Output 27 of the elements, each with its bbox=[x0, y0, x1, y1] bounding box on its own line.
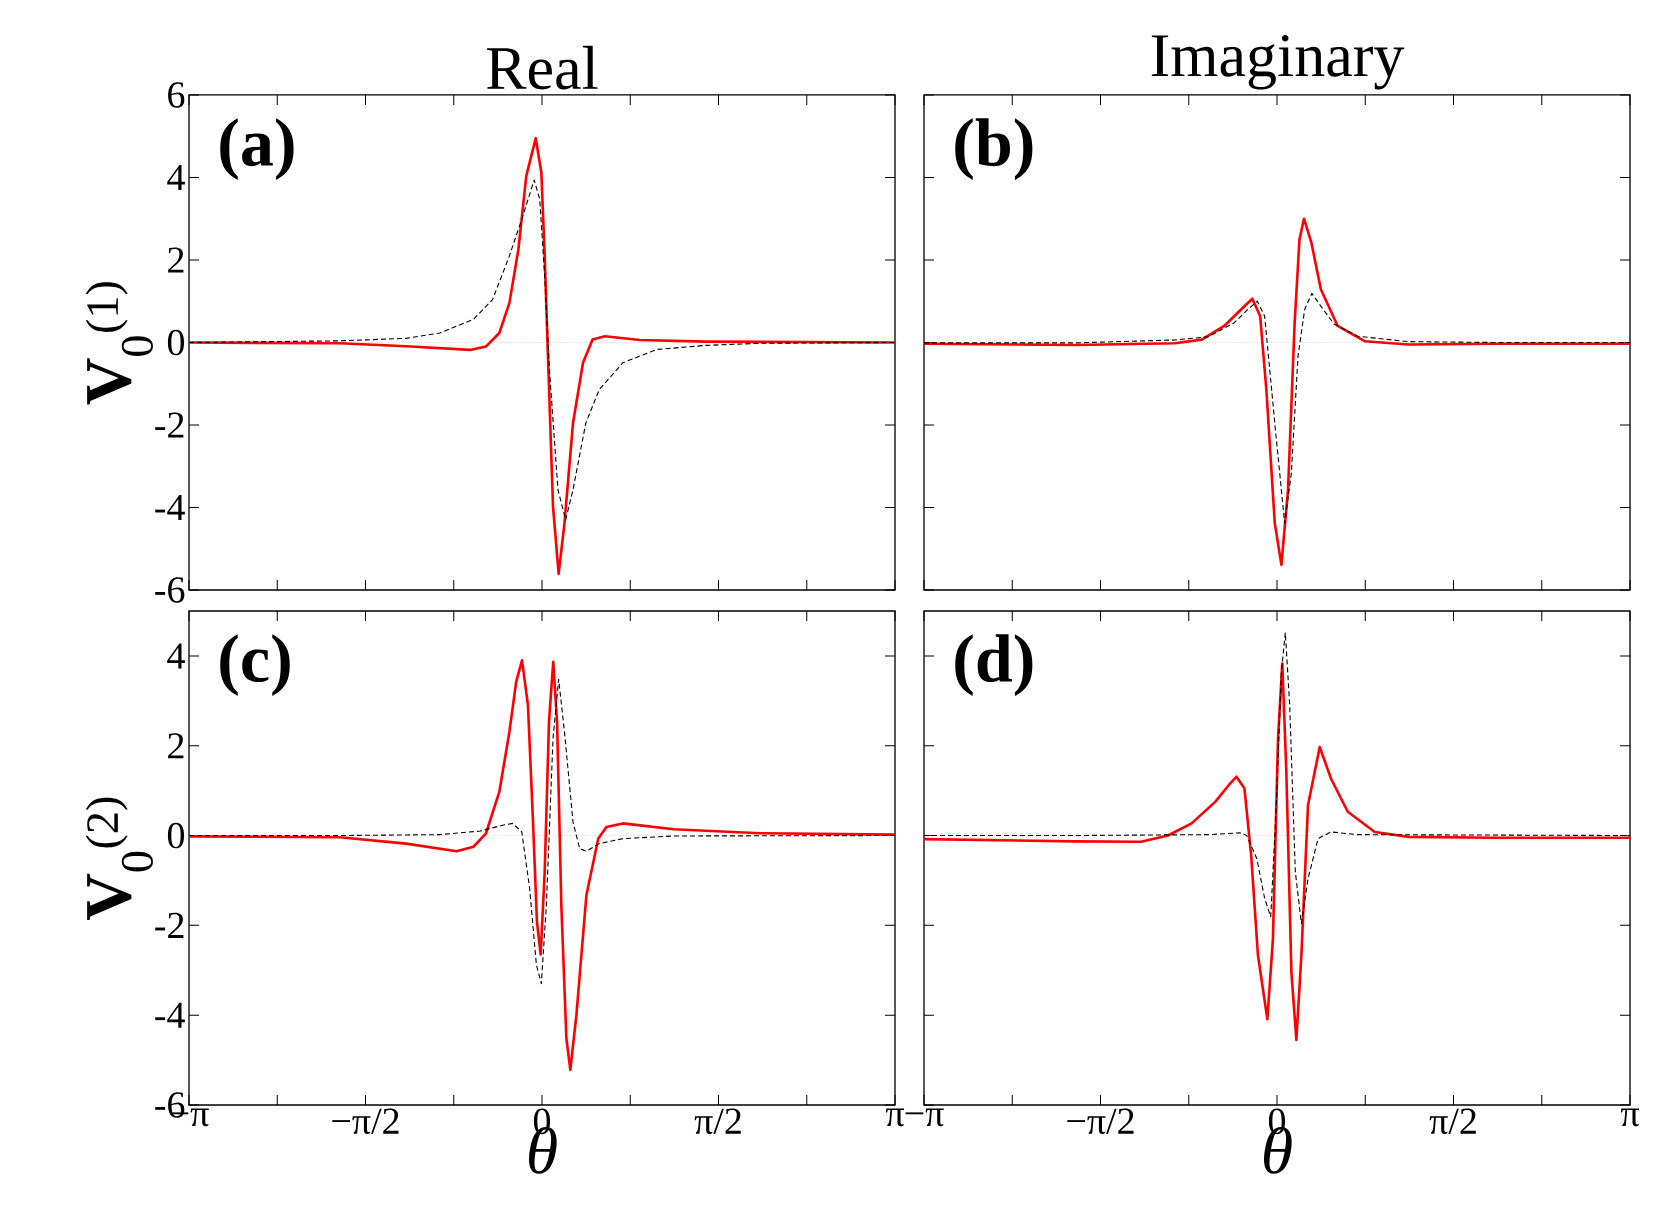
x-tick-label: π bbox=[885, 1108, 905, 1127]
y-tick-label: 0 bbox=[167, 822, 185, 849]
y-tick-label: -6 bbox=[155, 577, 185, 603]
y-tick-label: -4 bbox=[155, 494, 185, 520]
y-tick-label: -4 bbox=[155, 1002, 185, 1028]
y-axis-title: V$_{0}$(2) bbox=[85, 797, 153, 921]
x-tick-label: −π/2 bbox=[1067, 1108, 1134, 1135]
y-tick-label: -2 bbox=[155, 912, 184, 938]
x-tick-label: −π bbox=[905, 1108, 944, 1127]
x-tick-label: π/2 bbox=[1429, 1108, 1476, 1135]
y-tick-label: 6 bbox=[168, 82, 185, 108]
y-tick-label: 4 bbox=[167, 643, 185, 669]
annotation: (b) bbox=[955, 118, 1033, 180]
x-tick-label: π bbox=[1620, 1108, 1640, 1127]
x-tick-label: −π/2 bbox=[332, 1108, 399, 1135]
annotation: (a) bbox=[220, 118, 294, 180]
chart-title: Real bbox=[486, 45, 598, 90]
y-tick-label: 2 bbox=[168, 733, 184, 759]
y-tick-label: 4 bbox=[167, 164, 185, 190]
x-tick-label: π/2 bbox=[694, 1108, 741, 1135]
y-tick-label: -2 bbox=[155, 412, 184, 438]
y-tick-label: 0 bbox=[167, 329, 185, 356]
y-tick-label: 2 bbox=[168, 247, 184, 273]
chart-title: Imaginary bbox=[1151, 35, 1405, 90]
annotation: (d) bbox=[955, 634, 1033, 696]
y-axis-title: V$_{0}$(1) bbox=[85, 282, 153, 405]
annotation: (c) bbox=[220, 634, 290, 696]
